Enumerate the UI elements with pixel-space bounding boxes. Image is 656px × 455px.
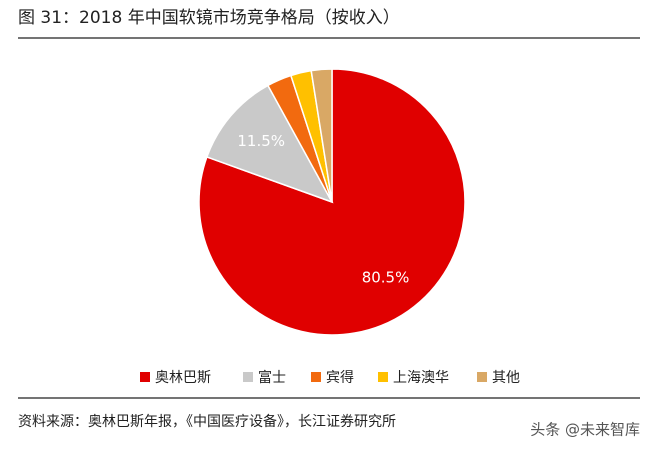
legend-swatch bbox=[243, 372, 253, 382]
watermark: 头条 @未来智库 bbox=[530, 421, 640, 439]
legend-label: 宾得 bbox=[326, 369, 354, 386]
legend-label: 奥林巴斯 bbox=[155, 369, 211, 386]
legend-swatch bbox=[477, 372, 487, 382]
legend-swatch bbox=[311, 372, 321, 382]
data-label: 80.5% bbox=[362, 269, 410, 287]
pie-slice bbox=[310, 68, 333, 203]
legend-label: 其他 bbox=[492, 370, 520, 386]
chart-title: 图 31：2018 年中国软镜市场竞争格局（按收入） bbox=[18, 8, 400, 28]
pie-slice bbox=[198, 68, 466, 336]
source: 资料来源：奥林巴斯年报，《中国医疗设备》，长江证券研究所 bbox=[18, 413, 396, 430]
legend-label: 上海澳华 bbox=[393, 370, 449, 386]
legend-label: 富士 bbox=[258, 369, 286, 386]
data-label: 11.5% bbox=[237, 132, 285, 150]
pie-slice bbox=[205, 84, 334, 204]
legend-swatch bbox=[140, 372, 150, 382]
legend-swatch bbox=[378, 372, 388, 382]
